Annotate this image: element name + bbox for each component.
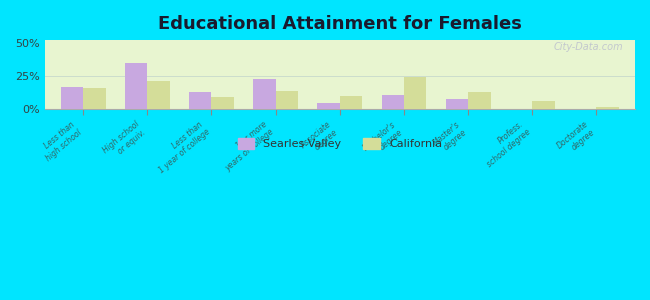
Bar	[532, 101, 555, 109]
Bar	[317, 103, 340, 109]
Title: Educational Attainment for Females: Educational Attainment for Females	[158, 15, 522, 33]
Bar	[468, 92, 491, 109]
Bar	[597, 106, 619, 109]
Bar	[446, 99, 468, 109]
Bar	[125, 63, 148, 109]
Bar	[211, 97, 234, 109]
Text: City-Data.com: City-Data.com	[554, 42, 623, 52]
Bar	[60, 87, 83, 109]
Bar	[276, 91, 298, 109]
Bar	[253, 79, 276, 109]
Bar	[148, 81, 170, 109]
Legend: Searles Valley, California: Searles Valley, California	[233, 133, 447, 153]
Bar	[382, 94, 404, 109]
Bar	[83, 88, 105, 109]
Bar	[340, 96, 362, 109]
Bar	[189, 92, 211, 109]
Bar	[404, 77, 426, 109]
